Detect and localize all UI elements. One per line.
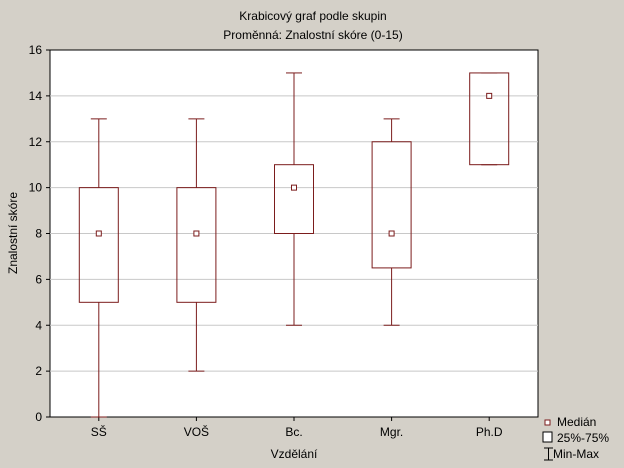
y-tick-label-0: 0 bbox=[35, 410, 42, 424]
x-tick-label-1: VOŠ bbox=[184, 424, 209, 439]
legend-whisker-label: Min-Max bbox=[553, 447, 599, 461]
median-marker-1 bbox=[193, 230, 200, 237]
x-axis-label: Vzdělání bbox=[271, 447, 318, 461]
legend-median-symbol bbox=[544, 419, 551, 426]
chart-title: Krabicový graf podle skupin bbox=[239, 9, 386, 23]
y-axis-label: Znalostní skóre bbox=[6, 192, 20, 274]
median-marker-3 bbox=[388, 230, 395, 237]
y-tick-label-6: 6 bbox=[35, 272, 42, 286]
x-axis: SŠ VOŠ Bc. Mgr. Ph.D bbox=[91, 417, 503, 439]
x-tick-label-4: Ph.D bbox=[476, 425, 503, 439]
legend-box-symbol bbox=[542, 431, 553, 443]
iqr-box-2 bbox=[274, 164, 314, 234]
y-tick-label-16: 16 bbox=[29, 43, 43, 57]
y-tick-label-12: 12 bbox=[29, 135, 43, 149]
y-tick-label-10: 10 bbox=[29, 181, 43, 195]
y-tick-label-2: 2 bbox=[35, 364, 42, 378]
legend: Medián 25%-75% Min-Max bbox=[542, 415, 609, 461]
chart-subtitle: Proměnná: Znalostní skóre (0-15) bbox=[223, 28, 402, 42]
x-tick-label-3: Mgr. bbox=[380, 425, 403, 439]
box-group-4 bbox=[469, 72, 510, 166]
median-marker-0 bbox=[95, 230, 102, 237]
y-tick-label-4: 4 bbox=[35, 318, 42, 332]
iqr-box-3 bbox=[371, 141, 412, 269]
box-group-2 bbox=[274, 72, 314, 326]
iqr-box-1 bbox=[176, 187, 217, 303]
iqr-box-0 bbox=[78, 187, 119, 303]
legend-box-label: 25%-75% bbox=[557, 431, 609, 445]
boxes bbox=[78, 72, 510, 418]
legend-whisker-symbol bbox=[544, 447, 553, 461]
y-axis: 0 2 4 6 8 10 12 14 16 bbox=[29, 43, 50, 424]
box-group-3 bbox=[371, 118, 412, 326]
x-tick-label-2: Bc. bbox=[285, 425, 302, 439]
median-marker-4 bbox=[486, 92, 493, 99]
median-marker-2 bbox=[291, 184, 297, 191]
y-tick-label-8: 8 bbox=[35, 227, 42, 241]
y-tick-label-14: 14 bbox=[29, 89, 43, 103]
box-group-1 bbox=[176, 118, 217, 372]
box-group-0 bbox=[78, 118, 119, 418]
x-tick-label-0: SŠ bbox=[91, 424, 107, 439]
legend-median-label: Medián bbox=[557, 415, 596, 429]
iqr-box-4 bbox=[469, 72, 510, 166]
